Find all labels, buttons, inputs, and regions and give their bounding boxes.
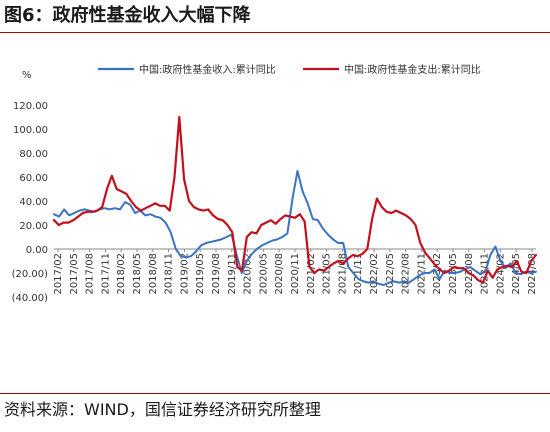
y-tick-label: 100.00 <box>13 125 48 136</box>
x-tick-label: 2024/02 <box>495 253 506 295</box>
x-tick-label: 2019/11 <box>227 253 238 295</box>
y-tick-label: 0.00 <box>26 245 48 256</box>
x-tick-label: 2017/11 <box>100 253 111 295</box>
legend-label-expenditure: 中国:政府性基金支出:累计同比 <box>344 63 481 76</box>
x-tick-label: 2019/05 <box>195 253 206 295</box>
x-tick-label: 2022/05 <box>385 253 396 295</box>
x-tick-label: 2021/11 <box>353 253 364 295</box>
x-tick-label: 2021/08 <box>337 253 348 295</box>
revenue-series-line <box>53 170 537 286</box>
title-divider <box>0 32 550 33</box>
x-tick-label: 2017/08 <box>85 253 96 295</box>
x-tick-label: 2017/02 <box>53 253 64 295</box>
x-tick-label: 2022/02 <box>369 253 380 295</box>
x-tick-label: 2024/08 <box>527 253 538 295</box>
y-tick-label: 120.00 <box>13 101 48 112</box>
legend-label-revenue: 中国:政府性基金收入:累计同比 <box>139 63 276 76</box>
figure-title: 图6：政府性基金收入大幅下降 <box>4 5 251 26</box>
y-tick-label: 20.00 <box>19 221 48 232</box>
x-tick-label: 2017/05 <box>69 253 80 295</box>
x-tick-label: 2019/08 <box>211 253 222 295</box>
x-tick-label: 2018/02 <box>116 253 127 295</box>
x-tick-label: 2020/11 <box>290 253 301 295</box>
source-note: 资料来源：WIND，国信证券经济研究所整理 <box>4 400 321 419</box>
x-tick-label: 2018/08 <box>148 253 159 295</box>
y-tick-label: 60.00 <box>19 173 48 184</box>
x-tick-label: 2021/05 <box>322 253 333 295</box>
x-tick-label: 2020/05 <box>258 253 269 295</box>
x-tick-label: 2020/02 <box>243 253 254 295</box>
x-tick-label: 2019/02 <box>179 253 190 295</box>
x-tick-label: 2020/08 <box>274 253 285 295</box>
line-chart: % 120.00 100.00 80.00 60.00 40.00 20.00 0.00 (20… <box>12 63 538 304</box>
y-tick-label: (20.00) <box>12 269 49 280</box>
y-tick-label: 80.00 <box>19 149 48 160</box>
y-tick-label: (40.00) <box>12 293 49 304</box>
footer-divider <box>0 393 550 394</box>
x-tick-label: 2022/08 <box>401 253 412 295</box>
x-tick-label: 2021/02 <box>306 253 317 295</box>
x-tick-label: 2023/11 <box>480 253 491 295</box>
y-axis-unit-label: % <box>22 70 32 81</box>
expenditure-series-line <box>52 115 538 284</box>
y-tick-label: 40.00 <box>19 197 48 208</box>
x-tick-label: 2018/11 <box>164 253 175 295</box>
x-tick-label: 2018/05 <box>132 253 143 295</box>
